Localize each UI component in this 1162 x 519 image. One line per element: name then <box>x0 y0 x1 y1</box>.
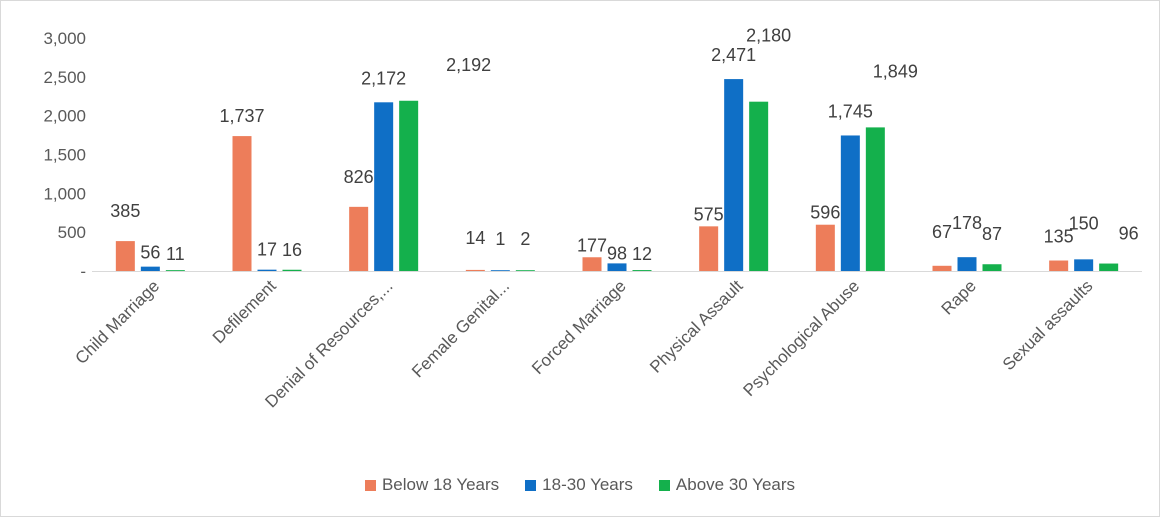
data-label-1-2: 2,172 <box>361 68 406 88</box>
data-label-1-4: 98 <box>607 243 627 263</box>
data-label-1-8: 150 <box>1069 213 1099 233</box>
bar-1-8 <box>1074 259 1094 271</box>
legend-label-0: Below 18 Years <box>381 475 500 494</box>
bar-0-2 <box>349 206 369 271</box>
category-label-8: Sexual assaults <box>999 276 1097 374</box>
y-tick-label: - <box>80 262 86 281</box>
data-label-1-3: 1 <box>495 229 505 249</box>
bar-2-0 <box>165 270 185 271</box>
data-label-0-3: 14 <box>465 228 485 248</box>
bar-0-4 <box>582 257 602 271</box>
category-label-2: Denial of Resources,... <box>261 276 396 411</box>
legend-item-0: Below 18 Years <box>364 475 500 495</box>
legend-swatch-0 <box>364 479 376 491</box>
data-label-0-7: 67 <box>932 222 952 242</box>
bar-2-3 <box>515 270 535 271</box>
data-label-2-6: 1,849 <box>873 61 918 81</box>
y-tick-label: 500 <box>58 223 86 242</box>
bar-chart: - 500 1,000 1,500 2,000 2,500 3,000 385 1,737 826… <box>43 26 1142 411</box>
bar-2-7 <box>982 264 1002 271</box>
data-label-0-8: 135 <box>1044 227 1074 247</box>
legend-swatch-1 <box>525 479 537 491</box>
bar-0-8 <box>1049 260 1069 271</box>
data-label-1-7: 178 <box>952 213 982 233</box>
category-label-6: Psychological Abuse <box>739 276 863 400</box>
legend-label-1: 18-30 Years <box>542 475 633 494</box>
data-label-1-0: 56 <box>140 243 160 263</box>
bar-0-7 <box>932 265 952 271</box>
legend-swatch-2 <box>658 479 670 491</box>
data-label-2-4: 12 <box>632 244 652 264</box>
y-tick-label: 1,000 <box>43 184 86 203</box>
bar-1-6 <box>840 135 860 271</box>
bar-2-2 <box>399 100 419 271</box>
bar-0-6 <box>815 224 835 271</box>
bar-2-4 <box>632 270 652 271</box>
data-label-2-5: 2,180 <box>746 26 791 46</box>
bar-2-8 <box>1099 263 1119 271</box>
category-label-1: Defilement <box>209 276 280 347</box>
y-tick-label: 3,000 <box>43 29 86 48</box>
category-label-3: Female Genital... <box>408 276 513 381</box>
bar-0-1 <box>232 136 252 271</box>
data-label-2-1: 16 <box>282 240 302 260</box>
data-label-2-3: 2 <box>520 229 530 249</box>
data-label-2-0: 11 <box>166 244 185 264</box>
bar-0-0 <box>115 241 135 271</box>
data-label-1-5: 2,471 <box>711 45 756 65</box>
bar-2-1 <box>282 269 302 271</box>
legend-item-1: 18-30 Years <box>525 475 633 495</box>
bar-1-2 <box>374 102 394 271</box>
bar-1-3 <box>490 270 510 271</box>
data-label-0-6: 596 <box>810 203 840 223</box>
data-label-0-1: 1,737 <box>219 106 264 126</box>
y-tick-label: 2,000 <box>43 107 86 126</box>
y-tick-label: 2,500 <box>43 68 86 87</box>
data-label-2-2: 2,192 <box>446 55 491 75</box>
bar-2-5 <box>749 101 769 271</box>
bar-1-4 <box>607 263 627 271</box>
bar-1-5 <box>724 79 744 271</box>
category-label-7: Rape <box>938 276 980 318</box>
data-label-0-0: 385 <box>110 201 140 221</box>
data-label-1-1: 17 <box>257 240 277 260</box>
category-label-0: Child Marriage <box>72 276 164 368</box>
data-label-2-8: 96 <box>1119 224 1139 244</box>
bar-1-7 <box>957 257 977 271</box>
bar-1-0 <box>140 266 160 271</box>
category-label-5: Physical Assault <box>646 276 746 376</box>
bar-0-3 <box>465 269 485 271</box>
legend-label-2: Above 30 Years <box>675 475 796 494</box>
category-label-4: Forced Marriage <box>528 276 630 378</box>
data-label-0-2: 826 <box>344 167 374 187</box>
legend: Below 18 Years 18-30 Years Above 30 Year… <box>0 475 1160 495</box>
bar-2-6 <box>865 127 885 271</box>
data-label-2-7: 87 <box>982 224 1002 244</box>
y-tick-label: 1,500 <box>43 146 86 165</box>
data-label-0-5: 575 <box>694 204 724 224</box>
bar-0-5 <box>699 226 719 271</box>
data-label-1-6: 1,745 <box>828 101 873 121</box>
legend-item-2: Above 30 Years <box>658 475 796 495</box>
data-label-0-4: 177 <box>577 235 607 255</box>
bar-1-1 <box>257 269 277 271</box>
